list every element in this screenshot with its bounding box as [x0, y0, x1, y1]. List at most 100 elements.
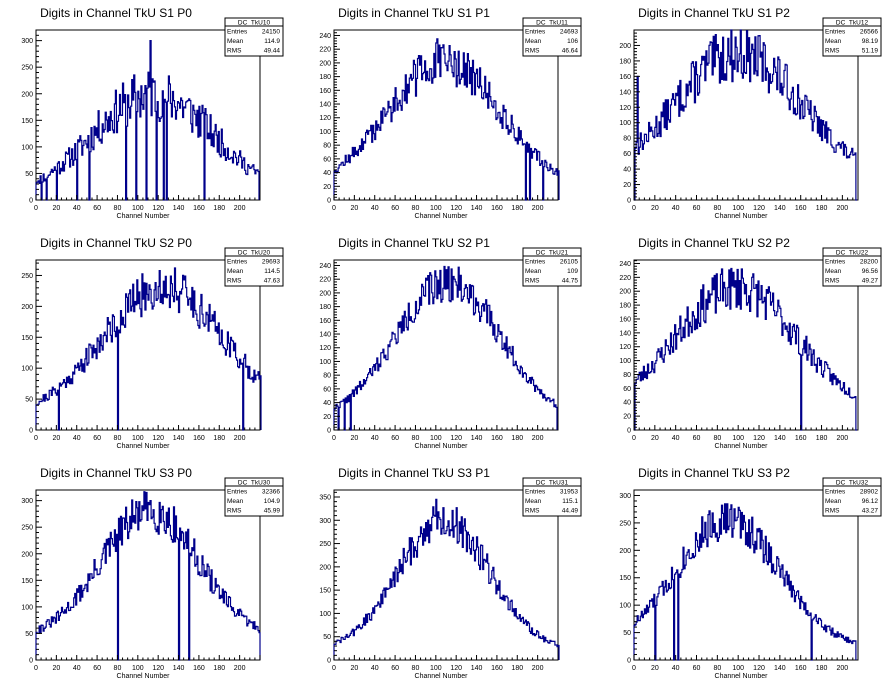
x-tick-label: 60 — [93, 205, 101, 212]
y-tick-label: 50 — [323, 634, 331, 641]
y-tick-label: 20 — [323, 414, 331, 421]
stats-rms-label: RMS — [227, 48, 242, 55]
x-tick-label: 200 — [837, 205, 849, 212]
stats-box-frame — [224, 247, 284, 287]
stats-rms-label: RMS — [825, 48, 840, 55]
stats-rms-value: 47.63 — [264, 278, 281, 285]
stats-mean-value: 115.1 — [562, 498, 578, 505]
x-tick-label: 20 — [52, 435, 60, 442]
y-tick-label: 250 — [21, 525, 33, 532]
y-tick-label: 160 — [319, 88, 331, 95]
x-tick-label: 200 — [837, 435, 849, 442]
x-tick-label: 20 — [651, 205, 659, 212]
stats-box-frame — [522, 477, 582, 517]
y-tick-label: 80 — [323, 373, 331, 380]
stats-box: DC_TkU21 Entries 26105 Mean 109 RMS 44.75 — [522, 247, 582, 287]
y-tick-label: 160 — [619, 74, 631, 81]
y-tick-label: 250 — [21, 273, 33, 280]
y-tick-label: 220 — [319, 47, 331, 54]
y-tick-label: 140 — [319, 332, 331, 339]
x-tick-label: 140 — [471, 665, 483, 672]
x-tick-label: 160 — [491, 205, 503, 212]
x-tick-label: 160 — [491, 435, 503, 442]
y-tick-label: 0 — [29, 198, 33, 205]
y-tick-label: 0 — [327, 198, 331, 205]
stats-box-frame — [822, 17, 882, 57]
x-tick-label: 200 — [532, 205, 544, 212]
y-tick-label: 0 — [627, 428, 631, 435]
y-tick-label: 180 — [619, 58, 631, 65]
stats-mean-label: Mean — [227, 498, 244, 505]
y-tick-label: 60 — [623, 151, 631, 158]
y-tick-label: 200 — [21, 551, 33, 558]
stats-rms-label: RMS — [525, 48, 540, 55]
x-tick-label: 180 — [511, 435, 523, 442]
stats-box: DC_TkU11 Entries 24693 Mean 106 RMS 46.64 — [522, 17, 582, 57]
panel-title: Digits in Channel TkU S2 P2 — [638, 236, 790, 250]
stats-rms-value: 44.49 — [562, 508, 579, 515]
stats-box: DC_TkU20 Entries 29693 Mean 114.5 RMS 47.63 — [224, 247, 284, 287]
x-tick-label: 120 — [450, 205, 462, 212]
x-tick-label: 40 — [672, 435, 680, 442]
stats-box: DC_TkU32 Entries 28902 Mean 96.12 RMS 43.27 — [822, 477, 882, 517]
y-tick-label: 140 — [319, 102, 331, 109]
x-axis-label: Channel Number — [117, 443, 171, 450]
y-tick-label: 100 — [319, 611, 331, 618]
x-tick-label: 180 — [213, 665, 225, 672]
stats-mean-label: Mean — [825, 268, 842, 275]
panel-title: Digits in Channel TkU S3 P1 — [338, 466, 490, 480]
stats-box-name: DC_TkU21 — [536, 250, 569, 257]
y-tick-label: 120 — [619, 344, 631, 351]
stats-entries-label: Entries — [525, 259, 546, 266]
x-tick-label: 140 — [173, 205, 185, 212]
x-tick-label: 180 — [816, 435, 828, 442]
y-tick-label: 60 — [323, 156, 331, 163]
x-tick-label: 0 — [332, 665, 336, 672]
y-tick-label: 200 — [319, 60, 331, 67]
x-axis-label: Channel Number — [415, 443, 469, 450]
y-tick-label: 0 — [627, 198, 631, 205]
stats-entries-value: 32366 — [262, 489, 280, 496]
y-tick-label: 220 — [619, 275, 631, 282]
stats-mean-label: Mean — [525, 498, 542, 505]
y-tick-label: 120 — [319, 345, 331, 352]
stats-mean-value: 104.9 — [264, 498, 281, 505]
stats-rms-value: 49.27 — [862, 278, 879, 285]
stats-mean-value: 109 — [567, 268, 578, 275]
stats-rms-label: RMS — [227, 508, 242, 515]
x-tick-label: 40 — [73, 435, 81, 442]
y-tick-label: 200 — [319, 290, 331, 297]
y-tick-label: 350 — [319, 494, 331, 501]
plot-frame — [633, 489, 859, 661]
x-tick-label: 40 — [371, 205, 379, 212]
y-tick-label: 100 — [619, 603, 631, 610]
histogram-line — [35, 491, 261, 661]
stats-entries-value: 29693 — [262, 259, 280, 266]
y-tick-label: 200 — [319, 564, 331, 571]
x-tick-label: 40 — [672, 205, 680, 212]
y-tick-label: 40 — [323, 170, 331, 177]
stats-mean-value: 96.56 — [862, 268, 879, 275]
stats-entries-label: Entries — [825, 259, 846, 266]
y-tick-label: 0 — [327, 428, 331, 435]
stats-rms-label: RMS — [227, 278, 242, 285]
histogram-panel: Digits in Channel TkU S3 P1 0 20 40 60 80 100 1… — [319, 466, 582, 680]
stats-mean-label: Mean — [525, 38, 542, 45]
y-tick-label: 120 — [319, 115, 331, 122]
y-tick-label: 0 — [29, 658, 33, 665]
stats-box-name: DC_TkU32 — [836, 480, 869, 487]
stats-entries-value: 28200 — [860, 259, 878, 266]
x-tick-label: 40 — [371, 435, 379, 442]
x-tick-label: 140 — [471, 205, 483, 212]
x-tick-label: 200 — [532, 665, 544, 672]
stats-rms-value: 51.19 — [862, 48, 879, 55]
x-tick-label: 60 — [391, 435, 399, 442]
stats-box-name: DC_TkU20 — [238, 250, 271, 257]
histogram-line — [633, 503, 857, 661]
x-axis-label: Channel Number — [715, 443, 769, 450]
y-tick-label: 160 — [619, 316, 631, 323]
y-tick-label: 40 — [623, 400, 631, 407]
y-tick-label: 100 — [619, 358, 631, 365]
x-tick-label: 0 — [34, 435, 38, 442]
